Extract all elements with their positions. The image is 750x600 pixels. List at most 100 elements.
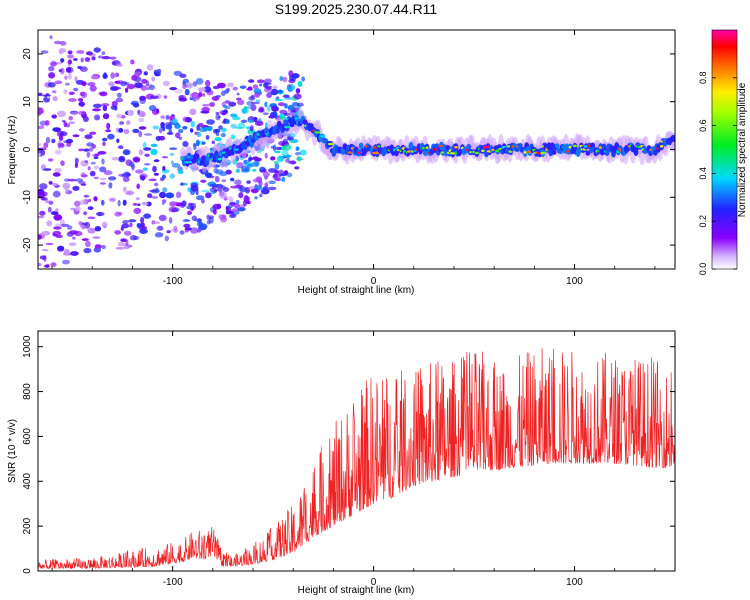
spectrogram-blob <box>219 171 228 177</box>
spectrogram-blob <box>102 113 110 120</box>
spectrogram-blob <box>84 134 93 140</box>
spectrogram-blob <box>141 201 149 206</box>
x-tick-label: -100 <box>163 276 183 287</box>
spectrogram-blob <box>190 120 196 128</box>
y-tick-label: 200 <box>22 517 33 534</box>
spectrogram-blob <box>112 61 116 65</box>
spectrogram-blob <box>48 66 55 72</box>
spectrogram-blob <box>99 177 107 181</box>
spectrogram-blob <box>236 92 240 96</box>
spectrogram-blob <box>159 127 163 134</box>
spectrogram-blob <box>60 219 65 226</box>
spectrogram-blob <box>209 102 216 107</box>
spectrogram-blob <box>65 186 69 194</box>
spectrogram-blob <box>282 94 290 98</box>
spectrogram-blob <box>220 132 226 138</box>
spectrogram-blob <box>58 48 67 53</box>
spectrogram-blob <box>170 160 174 165</box>
spectrogram-blob <box>82 238 89 241</box>
spectrogram-blob <box>93 196 98 202</box>
spectrogram-blob <box>110 105 117 110</box>
y-tick-label: 600 <box>22 428 33 445</box>
spectrogram-blob <box>47 82 56 88</box>
spectrogram-blob <box>195 139 200 147</box>
spectrogram-blob <box>143 213 152 219</box>
spectrogram-blob <box>268 180 276 185</box>
spectrogram-blob <box>218 125 223 130</box>
spectrogram-blob <box>122 219 129 225</box>
spectrogram-blob <box>224 105 231 110</box>
spectrogram-blob <box>301 76 305 82</box>
spectrogram-blob <box>50 262 57 267</box>
spectrogram-blob <box>162 166 166 171</box>
spectrogram-blob <box>81 225 86 230</box>
spectrogram-blob <box>50 61 57 67</box>
spectrogram-blob <box>88 198 92 203</box>
spectrogram-blob <box>53 214 63 221</box>
spectrogram-blob <box>139 173 148 179</box>
ridge-core <box>275 127 280 134</box>
spectrogram-blob <box>83 211 87 216</box>
spectrogram-blob <box>294 166 300 170</box>
spectrogram-blob <box>182 116 190 123</box>
spectrogram-blob <box>72 236 76 240</box>
chart-title: S199.2025.230.07.44.R11 <box>275 1 438 17</box>
spectrogram-blob <box>163 95 168 99</box>
spectrogram-blob <box>182 84 187 89</box>
spectrogram-blob <box>256 79 265 84</box>
spectrogram-blob <box>128 219 137 223</box>
spectrogram-blob <box>295 146 300 151</box>
spectrogram-blob <box>295 88 301 94</box>
spectrogram-blob <box>90 161 96 165</box>
spectrogram-blob <box>48 181 53 185</box>
spectrogram-blob <box>108 176 117 181</box>
spectrogram-blob <box>195 78 204 85</box>
spectrogram-blob <box>153 172 159 176</box>
spectrogram-blob <box>234 126 244 130</box>
spectrogram-blob <box>274 163 280 170</box>
spectrogram-xlabel: Height of straight line (km) <box>298 285 415 296</box>
spectrogram-blob <box>196 124 200 131</box>
spectrogram-blob <box>190 206 195 212</box>
ridge-core <box>672 135 675 143</box>
ridge-peak <box>377 145 381 148</box>
spectrogram-blob <box>179 182 188 186</box>
spectrogram-blob <box>173 225 178 231</box>
spectrogram-blob <box>216 82 226 89</box>
spectrogram-blob <box>281 176 286 182</box>
y-tick-label: -20 <box>22 237 33 252</box>
spectrogram-blob <box>168 217 173 224</box>
spectrogram-blob <box>85 240 91 248</box>
spectrogram-blob <box>80 57 84 63</box>
spectrogram-blob <box>201 107 211 112</box>
spectrogram-blob <box>178 97 188 102</box>
spectrogram-blob <box>78 148 84 152</box>
spectrogram-blob <box>151 188 160 194</box>
spectrogram-blob <box>118 157 126 163</box>
spectrogram-blob <box>138 225 148 230</box>
ridge-core <box>194 153 200 160</box>
spectrogram-blob <box>84 160 89 164</box>
spectrogram-blob <box>62 182 71 190</box>
spectrogram-blob <box>138 110 146 118</box>
spectrogram-blob <box>162 80 170 87</box>
spectrogram-blob <box>148 105 157 112</box>
spectrogram-blob <box>149 84 155 91</box>
spectrogram-blob <box>174 88 183 94</box>
spectrogram-blob <box>129 161 135 168</box>
spectrogram-blob <box>94 153 100 157</box>
ridge-peak <box>449 152 456 155</box>
spectrogram-blob <box>72 185 80 191</box>
spectrogram-blob <box>89 170 96 177</box>
spectrogram-blob <box>205 172 213 178</box>
spectrogram-blob <box>272 85 278 90</box>
spectrogram-blob <box>247 157 252 163</box>
spectrogram-blob <box>193 143 197 150</box>
spectrogram-blob <box>83 148 90 152</box>
spectrogram-blob <box>125 190 135 196</box>
spectrogram-blob <box>270 88 279 96</box>
spectrogram-blob <box>139 95 147 101</box>
y-tick-label: 800 <box>22 383 33 400</box>
spectrogram-blob <box>118 127 124 133</box>
